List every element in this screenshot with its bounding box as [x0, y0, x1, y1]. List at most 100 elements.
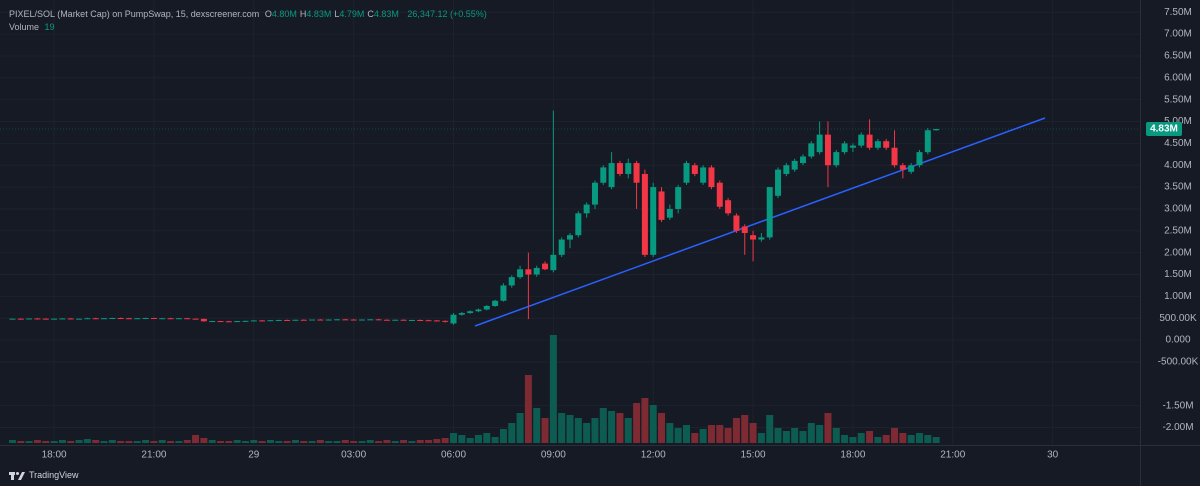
- volume-bar: [258, 441, 266, 443]
- volume-bar: [217, 441, 225, 443]
- candle-body: [450, 314, 457, 324]
- volume-bar: [50, 441, 58, 443]
- candle-body: [242, 320, 249, 322]
- volume-bar: [175, 441, 183, 443]
- candle-body: [42, 318, 49, 320]
- candle-body: [500, 285, 507, 301]
- volume-bar: [874, 437, 882, 443]
- candle-body: [508, 277, 515, 286]
- candle-body: [358, 319, 365, 321]
- ohlc-value: 4.79M: [339, 9, 365, 19]
- y-tick-label: 5.50M: [1164, 94, 1192, 105]
- y-tick-label: 1.00M: [1164, 291, 1192, 302]
- candle-body: [708, 167, 715, 188]
- candle-body: [600, 167, 607, 183]
- candle-body: [117, 318, 124, 320]
- volume-bar: [807, 423, 815, 443]
- candle-body: [200, 318, 207, 322]
- candle-body: [575, 213, 582, 236]
- x-tick-label: 21:00: [940, 450, 965, 461]
- volume-bar: [341, 440, 349, 443]
- last-price-box: [1146, 121, 1182, 136]
- y-tick-label: 4.00M: [1164, 160, 1192, 171]
- volume-bar: [508, 423, 516, 443]
- candle-body: [175, 318, 182, 320]
- volume-bar: [583, 423, 591, 443]
- ohlc-value: 4.80M: [271, 9, 297, 19]
- candle-body: [916, 152, 923, 166]
- candle-body: [150, 318, 157, 320]
- volume-bar: [108, 440, 116, 443]
- y-tick-label: 500.00K: [1159, 313, 1197, 324]
- volume-bar: [666, 423, 674, 443]
- volume-bar: [707, 425, 715, 443]
- ohlc-label: C: [367, 9, 374, 19]
- x-tick-label: 06:00: [441, 450, 466, 461]
- ohlc-value: 4.83M: [306, 9, 332, 19]
- volume-bar: [483, 433, 491, 443]
- candle-body: [209, 321, 216, 323]
- volume-bar: [474, 435, 482, 443]
- candle-body: [51, 318, 58, 320]
- volume-bar: [549, 335, 557, 443]
- x-tick-label: 18:00: [42, 450, 67, 461]
- legend-row: Volume 19: [9, 21, 490, 34]
- candle-body: [325, 319, 332, 321]
- candle-body: [309, 319, 316, 321]
- candle-body: [483, 305, 490, 310]
- y-tick-label: -1.50M: [1162, 400, 1193, 411]
- candle-body: [17, 318, 24, 320]
- candle-body: [908, 165, 915, 172]
- ohlc-label: O: [264, 9, 272, 19]
- candle-body: [808, 143, 815, 157]
- candle-body: [167, 318, 174, 320]
- candle-body: [683, 163, 690, 183]
- brand[interactable]: TradingView: [9, 470, 79, 480]
- candle-body: [608, 163, 615, 188]
- volume-bar: [350, 441, 358, 443]
- legend-row: PIXEL/SOL (Market Cap) on PumpSwap, 15, …: [9, 8, 490, 21]
- volume-bar: [799, 431, 807, 443]
- volume-bar: [516, 413, 524, 443]
- candle-body: [716, 182, 723, 207]
- volume-bar: [67, 441, 75, 443]
- volume-bar: [142, 440, 150, 443]
- candle-body: [192, 318, 199, 320]
- volume-bar: [133, 441, 141, 443]
- y-tick-label: -500.00K: [1158, 357, 1199, 368]
- volume-bar: [441, 438, 449, 443]
- y-tick-label: 7.00M: [1164, 29, 1192, 40]
- candle-body: [109, 318, 116, 320]
- candle-body: [383, 319, 390, 321]
- volume-bar: [641, 398, 649, 443]
- candle-body: [783, 165, 790, 174]
- trend-line[interactable]: [474, 117, 1046, 327]
- y-tick-label: 1.50M: [1164, 269, 1192, 280]
- candle-body: [525, 269, 532, 275]
- x-tick-label: 03:00: [341, 450, 366, 461]
- volume-bar: [616, 413, 624, 443]
- y-tick-label: 5.00M: [1164, 116, 1192, 127]
- volume-bar: [283, 441, 291, 443]
- candle-body: [59, 318, 66, 320]
- volume-bar: [832, 428, 840, 443]
- candle-body: [899, 165, 906, 170]
- x-tick-label: 18:00: [840, 450, 865, 461]
- volume-bar: [333, 441, 341, 443]
- volume-bar: [924, 435, 932, 443]
- volume-bar: [891, 428, 899, 443]
- candle-body: [924, 130, 931, 153]
- candle-body: [26, 318, 33, 320]
- volume-bar: [524, 375, 532, 443]
- volume-bar: [33, 440, 41, 443]
- candle-body: [92, 318, 99, 320]
- candle-body: [292, 319, 299, 321]
- y-tick-label: 4.50M: [1164, 138, 1192, 149]
- volume-bar: [857, 433, 865, 443]
- candle-body: [217, 321, 224, 323]
- candle-body: [317, 319, 324, 321]
- volume-bar: [658, 413, 666, 443]
- candle-body: [142, 318, 149, 320]
- volume-bar: [316, 440, 324, 443]
- legend: PIXEL/SOL (Market Cap) on PumpSwap, 15, …: [9, 8, 490, 34]
